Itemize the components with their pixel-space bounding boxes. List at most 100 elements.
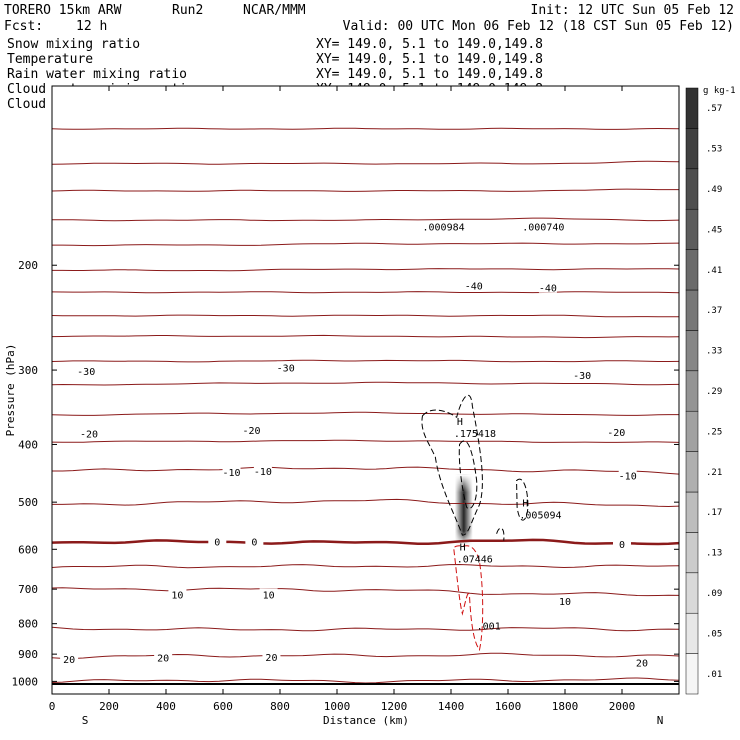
- contour-label-bg-20: [632, 656, 651, 668]
- colorbar-tick-10: .41: [706, 266, 722, 276]
- contour-label-bg-8: [222, 466, 241, 478]
- axes: 0 200 400 600 800 1000 1200 1400 1600 1800 2000200…: [12, 86, 679, 713]
- temperature-contour-1: [51, 160, 680, 165]
- x-tick-label-1: 200: [99, 700, 119, 713]
- contour-label-3: -30: [277, 363, 295, 374]
- y-tick-label-5: 700: [18, 583, 38, 596]
- contour-label-bg-0: [464, 279, 483, 291]
- maximum-marker-1: H: [522, 498, 528, 509]
- colorbar: g kg-1 .01 .05 .09 .13 .17 .21 .25 .29 .33 .37 .41…: [685, 86, 736, 695]
- maximum-marker-2: H: [460, 543, 466, 554]
- colorbar-cell-3: [685, 532, 699, 574]
- colorbar-cell-1: [685, 612, 699, 654]
- colorbar-cell-0: [685, 653, 699, 695]
- contour-label-bg-13: [613, 537, 631, 549]
- init-time: Init: 12 UTC Sun 05 Feb 12: [531, 3, 735, 18]
- maximum-value-5: .000740: [522, 223, 564, 234]
- temperature-contour-17: [51, 587, 680, 597]
- contour-label-bg-7: [607, 426, 626, 438]
- run-label: Run2: [172, 3, 203, 18]
- colorbar-tick-6: .25: [706, 427, 722, 437]
- y-tick-label-8: 1000: [12, 675, 39, 688]
- contour-label-bg-12: [245, 535, 264, 547]
- y-axis-title: Pressure (hPa): [4, 344, 17, 437]
- plot-frame: [51, 85, 680, 695]
- contour-label-bg-14: [168, 588, 187, 600]
- contour-label-0: -40: [465, 281, 483, 292]
- contour-label-bg-2: [77, 364, 96, 376]
- colorbar-cell-7: [685, 370, 699, 412]
- colorbar-tick-8: .33: [706, 347, 722, 357]
- snow-contour-outer: [421, 394, 483, 536]
- north-endpoint-label: N: [657, 714, 664, 727]
- colorbar-cell-4: [685, 491, 699, 533]
- temperature-contour-6: [51, 291, 680, 294]
- contour-label-9: -10: [254, 467, 272, 478]
- contour-label-8: -10: [223, 468, 241, 479]
- valid-time: Valid: 00 UTC Mon 06 Feb 12 (18 CST Sun …: [343, 19, 734, 34]
- temperature-contour-16: [51, 563, 680, 569]
- x-tick-label-8: 1600: [495, 700, 522, 713]
- contour-label-18: 20: [157, 654, 169, 665]
- contour-label-15: 10: [263, 590, 275, 601]
- contour-label-1: -40: [539, 284, 557, 295]
- legend-name-0: Snow mixing ratio: [7, 37, 140, 52]
- legend-xy-0: XY= 149.0, 5.1 to 149.0,149.8: [316, 37, 543, 52]
- contour-label-16: 10: [559, 597, 571, 608]
- temperature-contour-15: [51, 538, 680, 546]
- temperature-contour-0: [51, 127, 680, 130]
- snow-shading: [454, 474, 473, 545]
- contour-label-20: 20: [636, 659, 648, 670]
- colorbar-cell-2: [685, 572, 699, 614]
- contour-label-bg-10: [618, 469, 637, 481]
- ice-contour: [516, 478, 529, 521]
- colorbar-cell-10: [685, 249, 699, 291]
- colorbar-cell-11: [685, 208, 699, 250]
- temperature-contour-12: [51, 439, 680, 443]
- temperature-contour-5: [52, 268, 680, 272]
- y-tick-label-4: 600: [18, 543, 38, 556]
- contour-label-4: -30: [573, 371, 591, 382]
- y-tick-label-3: 500: [18, 496, 38, 509]
- temperature-contour-4: [52, 242, 680, 247]
- colorbar-tick-5: .21: [706, 468, 722, 478]
- contour-labels: -40 -40 -30 -30 -30 -20 -20 -20 -10 -10 -10 0 0 0 10 10…: [60, 279, 651, 670]
- temperature-contour-18: [51, 626, 680, 632]
- contour-label-bg-16: [556, 594, 574, 606]
- org-label: NCAR/MMM: [243, 3, 306, 18]
- x-tick-label-7: 1400: [438, 700, 465, 713]
- contour-label-10: -10: [619, 472, 637, 483]
- south-endpoint-label: S: [82, 714, 89, 727]
- ice-contour-small: [496, 527, 505, 541]
- y-tick-label-0: 200: [18, 259, 38, 272]
- contour-label-bg-3: [276, 361, 295, 373]
- colorbar-cell-13: [685, 128, 699, 170]
- plot-background: [52, 86, 679, 694]
- contour-label-14: 10: [171, 590, 183, 601]
- colorbar-cell-9: [685, 289, 699, 331]
- colorbar-cell-14: [685, 87, 699, 129]
- contour-label-2: -30: [77, 367, 95, 378]
- temperature-contour-8: [51, 334, 680, 339]
- colorbar-unit: g kg-1: [703, 86, 736, 96]
- contour-label-bg-18: [154, 651, 173, 663]
- y-tick-label-1: 300: [18, 364, 38, 377]
- x-axis-title: Distance (km): [323, 714, 409, 727]
- legend-xy-1: XY= 149.0, 5.1 to 149.0,149.8: [316, 52, 543, 67]
- contour-label-bg-1: [538, 281, 557, 293]
- legend-xy-2: XY= 149.0, 5.1 to 149.0,149.8: [316, 67, 543, 82]
- colorbar-cell-6: [685, 410, 699, 452]
- contour-label-6: -20: [242, 426, 260, 437]
- contour-label-bg-4: [573, 369, 592, 381]
- contour-label-12: 0: [251, 537, 257, 548]
- x-tick-label-2: 400: [156, 700, 176, 713]
- temperature-contour-9: [51, 359, 680, 363]
- contour-label-11: 0: [214, 537, 220, 548]
- maximum-value-3: .001: [477, 621, 501, 632]
- temperature-contour-7: [51, 314, 679, 318]
- maximum-value-0: .175418: [454, 429, 496, 440]
- maximum-value-1: .005094: [519, 510, 561, 521]
- hydrometeor-contours: [421, 394, 529, 651]
- colorbar-tick-12: .49: [706, 185, 722, 195]
